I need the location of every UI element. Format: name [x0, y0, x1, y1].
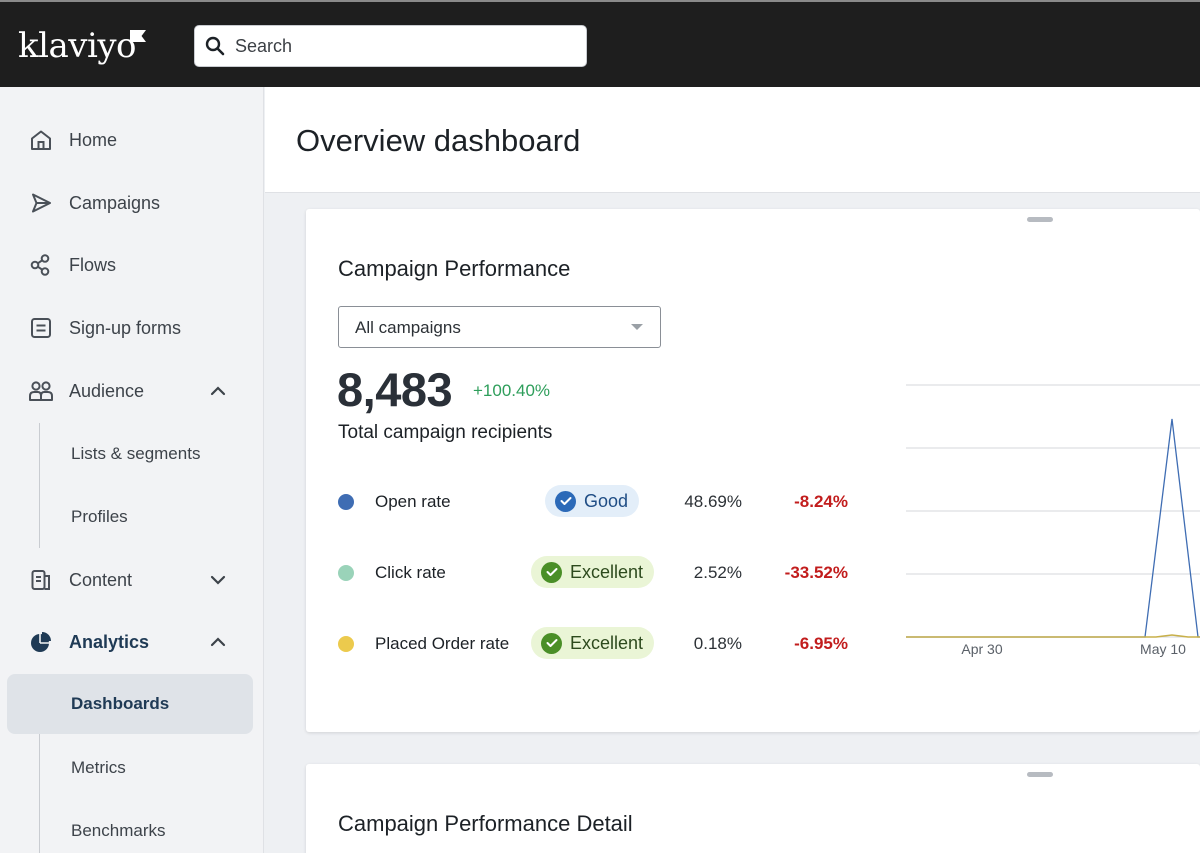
top-bar: klaviyo: [0, 0, 1200, 87]
pie-chart-icon: [28, 629, 54, 655]
metric-name: Open rate: [375, 492, 451, 511]
sidebar-item-audience[interactable]: Audience: [0, 361, 264, 421]
sidebar-subitem-label: Metrics: [71, 758, 126, 777]
sidebar-item-label: Sign-up forms: [69, 317, 182, 338]
audience-tree-line: [39, 423, 40, 548]
flows-icon: [28, 252, 54, 278]
sidebar-item-lists-segments[interactable]: Lists & segments: [0, 424, 264, 484]
benchmark-badge: Excellent: [531, 556, 655, 588]
dropdown-value: All campaigns: [355, 318, 461, 337]
content-icon: [28, 567, 54, 593]
metric-name: Click rate: [375, 563, 446, 582]
chevron-up-icon[interactable]: [208, 632, 228, 652]
total-recipients-label: Total campaign recipients: [338, 422, 553, 443]
series-color-dot: [338, 636, 354, 652]
metric-row-open-rate: Open rate Good 48.69% -8.24%: [306, 482, 866, 522]
chart-series-placed-order-rate: [906, 634, 1200, 638]
chevron-down-icon[interactable]: [208, 570, 228, 590]
sidebar-item-label: Audience: [69, 380, 145, 401]
metric-value: 2.52%: [693, 563, 742, 582]
metric-row-placed-order-rate: Placed Order rate Excellent 0.18% -6.95%: [306, 624, 866, 664]
sidebar-item-signup-forms[interactable]: Sign-up forms: [0, 298, 264, 358]
series-color-dot: [338, 565, 354, 581]
badge-label: Excellent: [570, 632, 644, 653]
campaign-performance-card: Campaign Performance All campaigns 8,483…: [306, 209, 1200, 732]
sidebar-item-campaigns[interactable]: Campaigns: [0, 173, 264, 233]
chevron-up-icon[interactable]: [208, 381, 228, 401]
badge-label: Excellent: [570, 561, 644, 582]
sidebar-item-content[interactable]: Content: [0, 550, 264, 610]
check-circle-icon: [541, 561, 562, 583]
sidebar-item-metrics[interactable]: Metrics: [0, 738, 264, 798]
benchmark-badge: Excellent: [531, 627, 655, 659]
home-icon: [28, 127, 54, 153]
sidebar: Home Campaigns Flows Sign-up forms Audie…: [0, 87, 264, 853]
search-box[interactable]: [194, 25, 587, 67]
benchmark-badge: Good: [545, 485, 640, 517]
metric-value: 48.69%: [684, 492, 742, 511]
card-title: Campaign Performance: [338, 256, 571, 281]
metric-row-click-rate: Click rate Excellent 2.52% -33.52%: [306, 553, 866, 593]
campaign-filter-dropdown[interactable]: All campaigns: [338, 306, 661, 348]
metric-name: Placed Order rate: [375, 634, 510, 653]
sidebar-subitem-label: Dashboards: [71, 694, 170, 713]
sidebar-item-label: Content: [69, 569, 133, 590]
card-title: Campaign Performance Detail: [338, 811, 633, 836]
total-recipients-delta: +100.40%: [473, 381, 551, 400]
sidebar-item-label: Analytics: [69, 631, 150, 652]
sidebar-item-analytics[interactable]: Analytics: [0, 612, 264, 672]
drag-handle[interactable]: [1027, 217, 1053, 222]
klaviyo-logo[interactable]: klaviyo: [18, 26, 137, 66]
caret-down-icon: [631, 324, 643, 330]
sidebar-item-label: Campaigns: [69, 192, 161, 213]
send-icon: [28, 190, 54, 216]
sidebar-item-flows[interactable]: Flows: [0, 235, 264, 295]
sidebar-item-profiles[interactable]: Profiles: [0, 487, 264, 547]
drag-handle[interactable]: [1027, 772, 1053, 777]
sidebar-item-home[interactable]: Home: [0, 110, 264, 170]
campaign-performance-detail-card: Campaign Performance Detail: [306, 764, 1200, 853]
check-circle-icon: [541, 632, 562, 654]
sidebar-subitem-label: Profiles: [71, 507, 128, 526]
search-input[interactable]: [235, 35, 555, 57]
chart-x-tick-label: Apr 30: [961, 641, 1002, 657]
form-icon: [28, 315, 54, 341]
total-recipients-value: 8,483: [337, 363, 453, 416]
sidebar-subitem-label: Benchmarks: [71, 821, 166, 840]
sidebar-item-dashboards[interactable]: Dashboards: [7, 674, 253, 734]
sidebar-subitem-label: Lists & segments: [71, 444, 201, 463]
metric-value: 0.18%: [693, 634, 742, 653]
check-circle-icon: [555, 490, 576, 512]
sidebar-item-label: Home: [69, 129, 118, 150]
chart-x-tick-label: May 10: [1140, 641, 1186, 657]
badge-label: Good: [584, 490, 629, 511]
search-icon: [205, 36, 225, 56]
metric-change: -8.24%: [794, 492, 848, 511]
sidebar-item-label: Flows: [69, 254, 117, 275]
analytics-tree-line: [39, 675, 40, 853]
metric-change: -33.52%: [784, 563, 848, 582]
users-icon: [28, 378, 54, 404]
page-header: Overview dashboard: [265, 87, 1200, 193]
sidebar-item-benchmarks[interactable]: Benchmarks: [0, 801, 264, 853]
series-color-dot: [338, 494, 354, 510]
metric-change: -6.95%: [794, 634, 848, 653]
chart-series-open-rate: [906, 418, 1200, 638]
page-title: Overview dashboard: [296, 123, 581, 158]
logo-flag-icon: [130, 30, 146, 42]
campaign-performance-chart[interactable]: Apr 30 May 10: [906, 369, 1200, 669]
